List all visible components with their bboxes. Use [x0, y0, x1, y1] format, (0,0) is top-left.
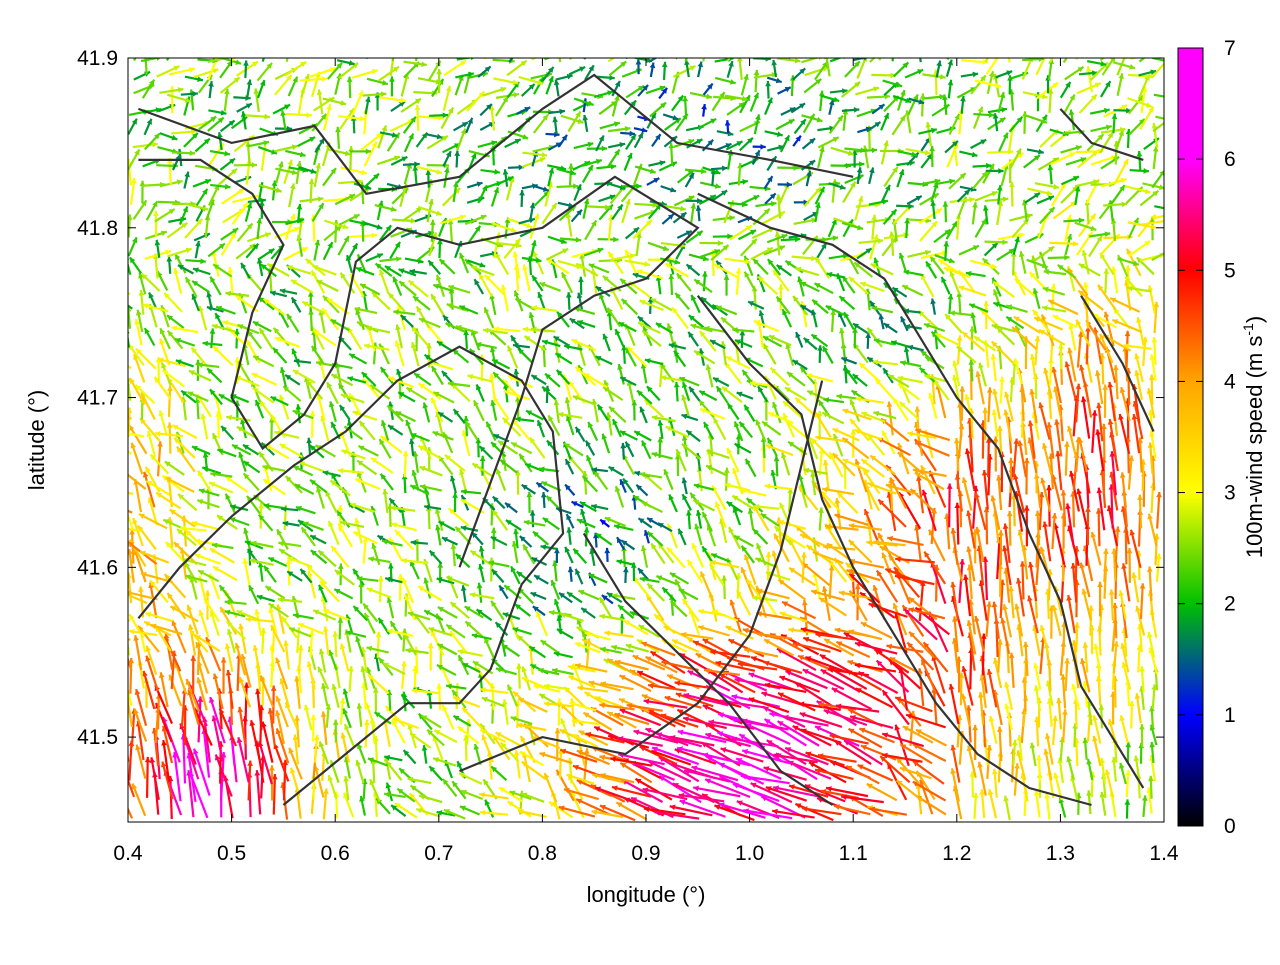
wind-vector	[111, 518, 130, 546]
wind-vector-head	[122, 503, 127, 509]
wind-vector-head	[118, 298, 124, 303]
wind-vector	[1128, 368, 1129, 405]
wind-vector	[108, 376, 129, 385]
wind-vector-head	[119, 590, 125, 595]
wind-vector-head	[116, 447, 121, 453]
wind-vector	[130, 658, 131, 694]
wind-vector	[273, 685, 274, 723]
wind-vector	[106, 284, 130, 295]
wind-vector-head	[120, 637, 125, 643]
wind-vector	[158, 694, 159, 730]
wind-vector	[1022, 561, 1023, 599]
wind-vector-head	[116, 785, 121, 791]
wind-vector-head	[120, 760, 125, 766]
wind-vector	[284, 760, 285, 801]
wind-vector-head	[108, 376, 114, 381]
wind-vector-head	[105, 488, 111, 494]
wind-vector	[99, 635, 131, 640]
wind-vector	[238, 653, 239, 691]
wind-vector-head	[99, 499, 105, 504]
wind-vector-head	[110, 438, 116, 443]
wind-vector	[1104, 424, 1105, 460]
wind-vector	[274, 774, 275, 815]
wind-vector-head	[111, 518, 116, 524]
wind-vector	[1111, 484, 1112, 528]
wind-vector	[147, 757, 148, 798]
wind-vector-head	[121, 725, 127, 731]
wind-vector-head	[99, 633, 105, 639]
wind-vector	[116, 447, 128, 471]
wind-vector	[1073, 491, 1074, 527]
wind-vector	[957, 503, 958, 545]
wind-vector-head	[113, 525, 119, 531]
wind-vector	[988, 437, 989, 477]
wind-vector-head	[108, 353, 114, 358]
wind-vector-head	[106, 283, 112, 288]
wind-vector	[99, 499, 132, 512]
wind-vector	[970, 648, 971, 690]
wind-vector-head	[118, 429, 124, 435]
wind-vector	[1087, 326, 1088, 364]
wind-vector	[104, 616, 130, 621]
wind-vector	[1099, 508, 1100, 546]
wind-vector	[983, 634, 984, 676]
wind-vector-head	[104, 614, 110, 620]
wind-vector-head	[119, 468, 125, 474]
wind-vector	[1115, 603, 1116, 638]
wind-vector	[986, 507, 987, 544]
wind-vector	[949, 484, 950, 528]
wind-vector	[1128, 436, 1129, 473]
wind-vector	[245, 683, 246, 725]
